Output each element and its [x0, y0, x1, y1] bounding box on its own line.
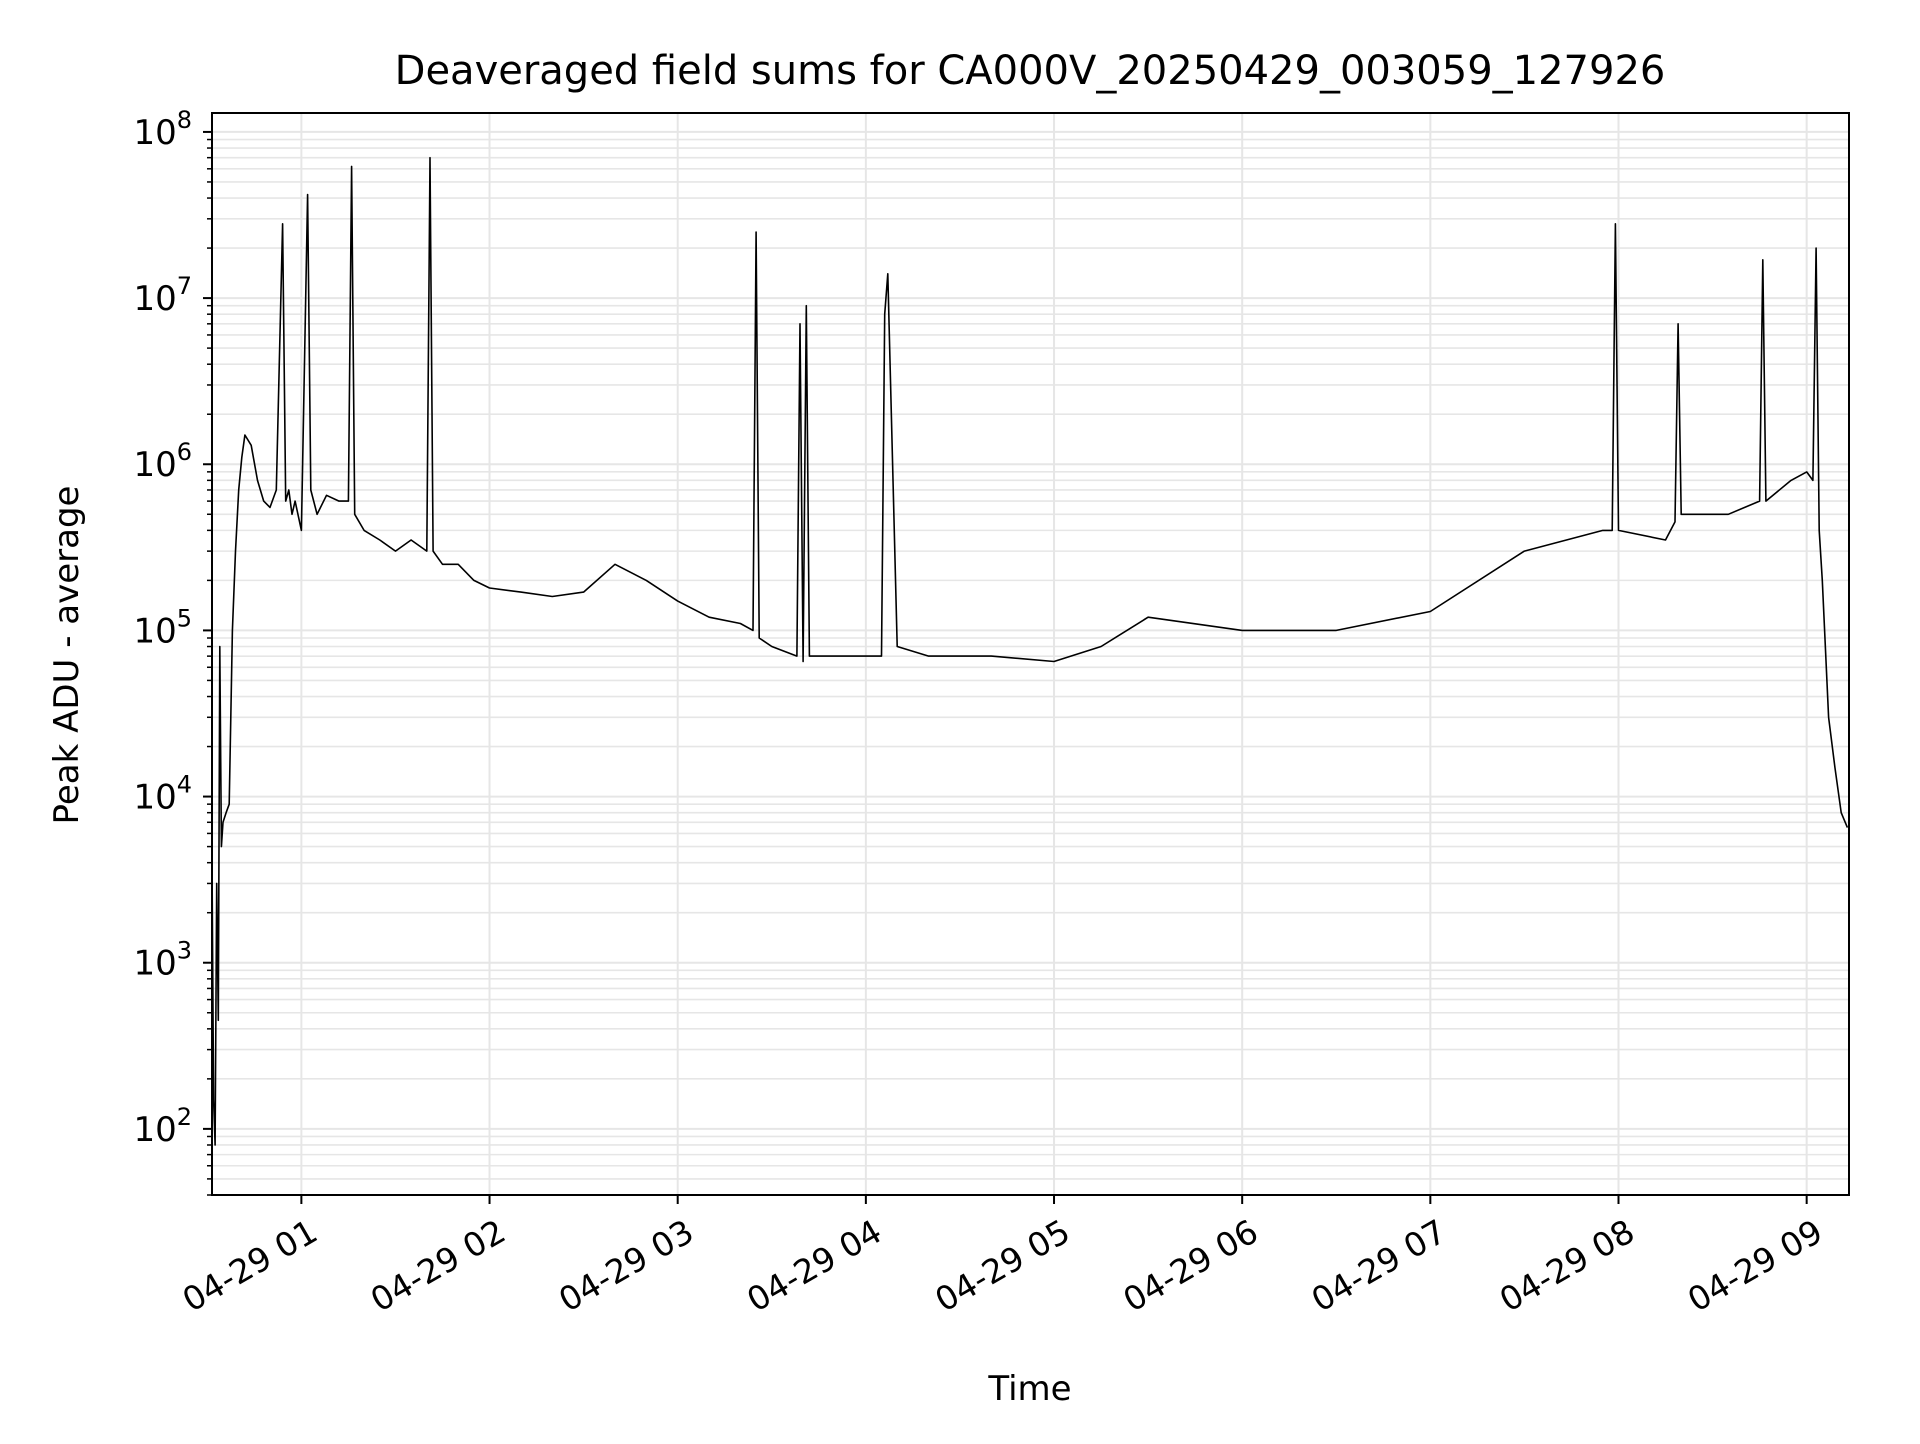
y-tick-label: 107 — [133, 272, 192, 319]
y-tick-label: 102 — [133, 1103, 192, 1150]
x-axis-label: Time — [987, 1369, 1071, 1409]
plot-frame — [211, 112, 1850, 1196]
y-tick-label: 105 — [133, 604, 192, 651]
y-tick-label: 108 — [133, 106, 192, 153]
chart-title: Deaveraged field sums for CA000V_2025042… — [395, 48, 1666, 94]
y-tick-label: 104 — [133, 771, 192, 818]
series-line — [211, 156, 1849, 1146]
y-tick-label: 103 — [133, 937, 192, 984]
y-axis-label: Peak ADU - average — [47, 486, 87, 825]
grid-layer — [212, 113, 1849, 1196]
data-layer — [211, 156, 1849, 1146]
y-tick-label: 106 — [133, 438, 192, 485]
